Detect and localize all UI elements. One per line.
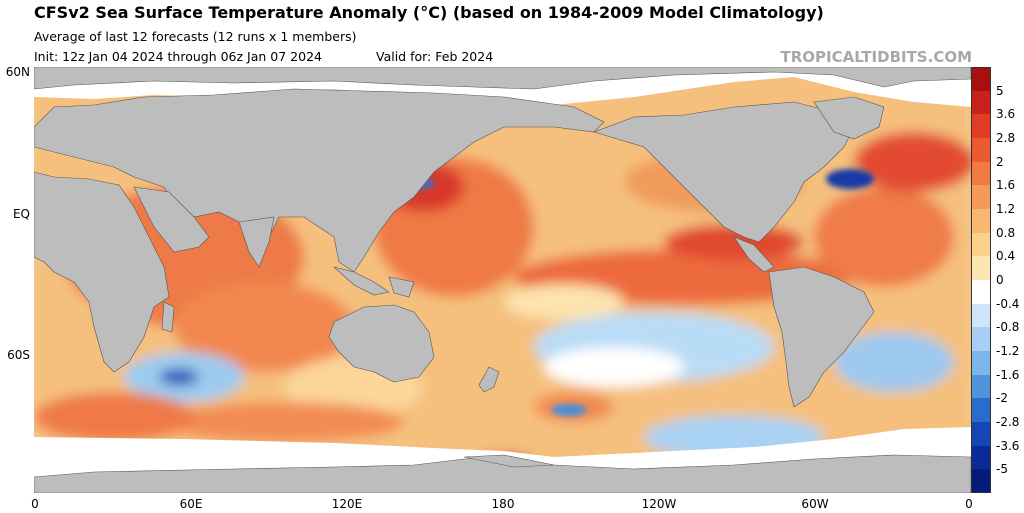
lon-label-180: 180 <box>491 497 515 511</box>
colorbar-segment <box>971 232 991 257</box>
colorbar-tick-label: 0.8 <box>996 225 1016 240</box>
sst-anomaly-map <box>34 67 971 493</box>
colorbar-segment <box>971 327 991 352</box>
colorbar-segment <box>971 67 991 92</box>
lon-label-120e: 120E <box>331 497 363 511</box>
colorbar-tick-label: -2 <box>996 391 1008 406</box>
colorbar-tick-label: -3.6 <box>996 438 1020 453</box>
colorbar-segment <box>971 90 991 115</box>
source-credit[interactable]: TROPICALTIDBITS.COM <box>780 48 973 66</box>
lon-label-0: 0 <box>31 497 39 511</box>
colorbar-segment <box>971 351 991 376</box>
colorbar-tick-label: 2 <box>996 154 1004 169</box>
colorbar-tick-label: 3.6 <box>996 107 1016 122</box>
lon-label-60w: 60W <box>801 497 829 511</box>
colorbar-segment <box>971 469 991 494</box>
colorbar-segment <box>971 422 991 447</box>
colorbar-segment <box>971 161 991 186</box>
valid-time: Valid for: Feb 2024 <box>376 49 494 64</box>
colorbar-tick-label: 0 <box>996 273 1004 287</box>
lat-label-60n: 60N <box>5 65 30 79</box>
colorbar <box>971 67 991 494</box>
map-subtitle: Average of last 12 forecasts (12 runs x … <box>34 29 357 44</box>
colorbar-segment <box>971 280 991 305</box>
colorbar-border <box>971 67 991 493</box>
colorbar-segment <box>971 398 991 423</box>
colorbar-tick-label: -0.8 <box>996 320 1020 335</box>
colorbar-tick-label: 2.8 <box>996 131 1016 145</box>
colorbar-segment <box>971 374 991 399</box>
colorbar-tick-label: -5 <box>996 462 1008 477</box>
lon-label-120w: 120W <box>641 497 677 511</box>
colorbar-tick-label: 5 <box>996 83 1004 98</box>
lon-label-0-east: 0 <box>965 497 973 511</box>
lon-label-60e: 60E <box>179 497 203 511</box>
colorbar-tick-label: -1.2 <box>996 344 1020 358</box>
colorbar-segment <box>971 185 991 210</box>
cold-spots <box>410 169 874 416</box>
colorbar-tick-label: -2.8 <box>996 415 1020 429</box>
colorbar-segment <box>971 209 991 234</box>
colorbar-segment <box>971 256 991 281</box>
colorbar-segment <box>971 303 991 328</box>
land <box>34 67 971 493</box>
colorbar-tick-label: 0.4 <box>996 249 1016 264</box>
lat-label-60s: 60S <box>7 348 30 362</box>
colorbar-tick-label: -1.6 <box>996 367 1020 382</box>
colorbar-tick-label: 1.6 <box>996 178 1016 193</box>
colorbar-tick-label: 1.2 <box>996 202 1016 216</box>
init-time: Init: 12z Jan 04 2024 through 06z Jan 07… <box>34 49 322 64</box>
lat-label-eq: EQ <box>12 207 30 221</box>
colorbar-tick-label: -0.4 <box>996 296 1020 311</box>
colorbar-segment <box>971 445 991 470</box>
colorbar-segment <box>971 138 991 163</box>
colorbar-segment <box>971 114 991 139</box>
map-title: CFSv2 Sea Surface Temperature Anomaly (°… <box>34 3 824 22</box>
